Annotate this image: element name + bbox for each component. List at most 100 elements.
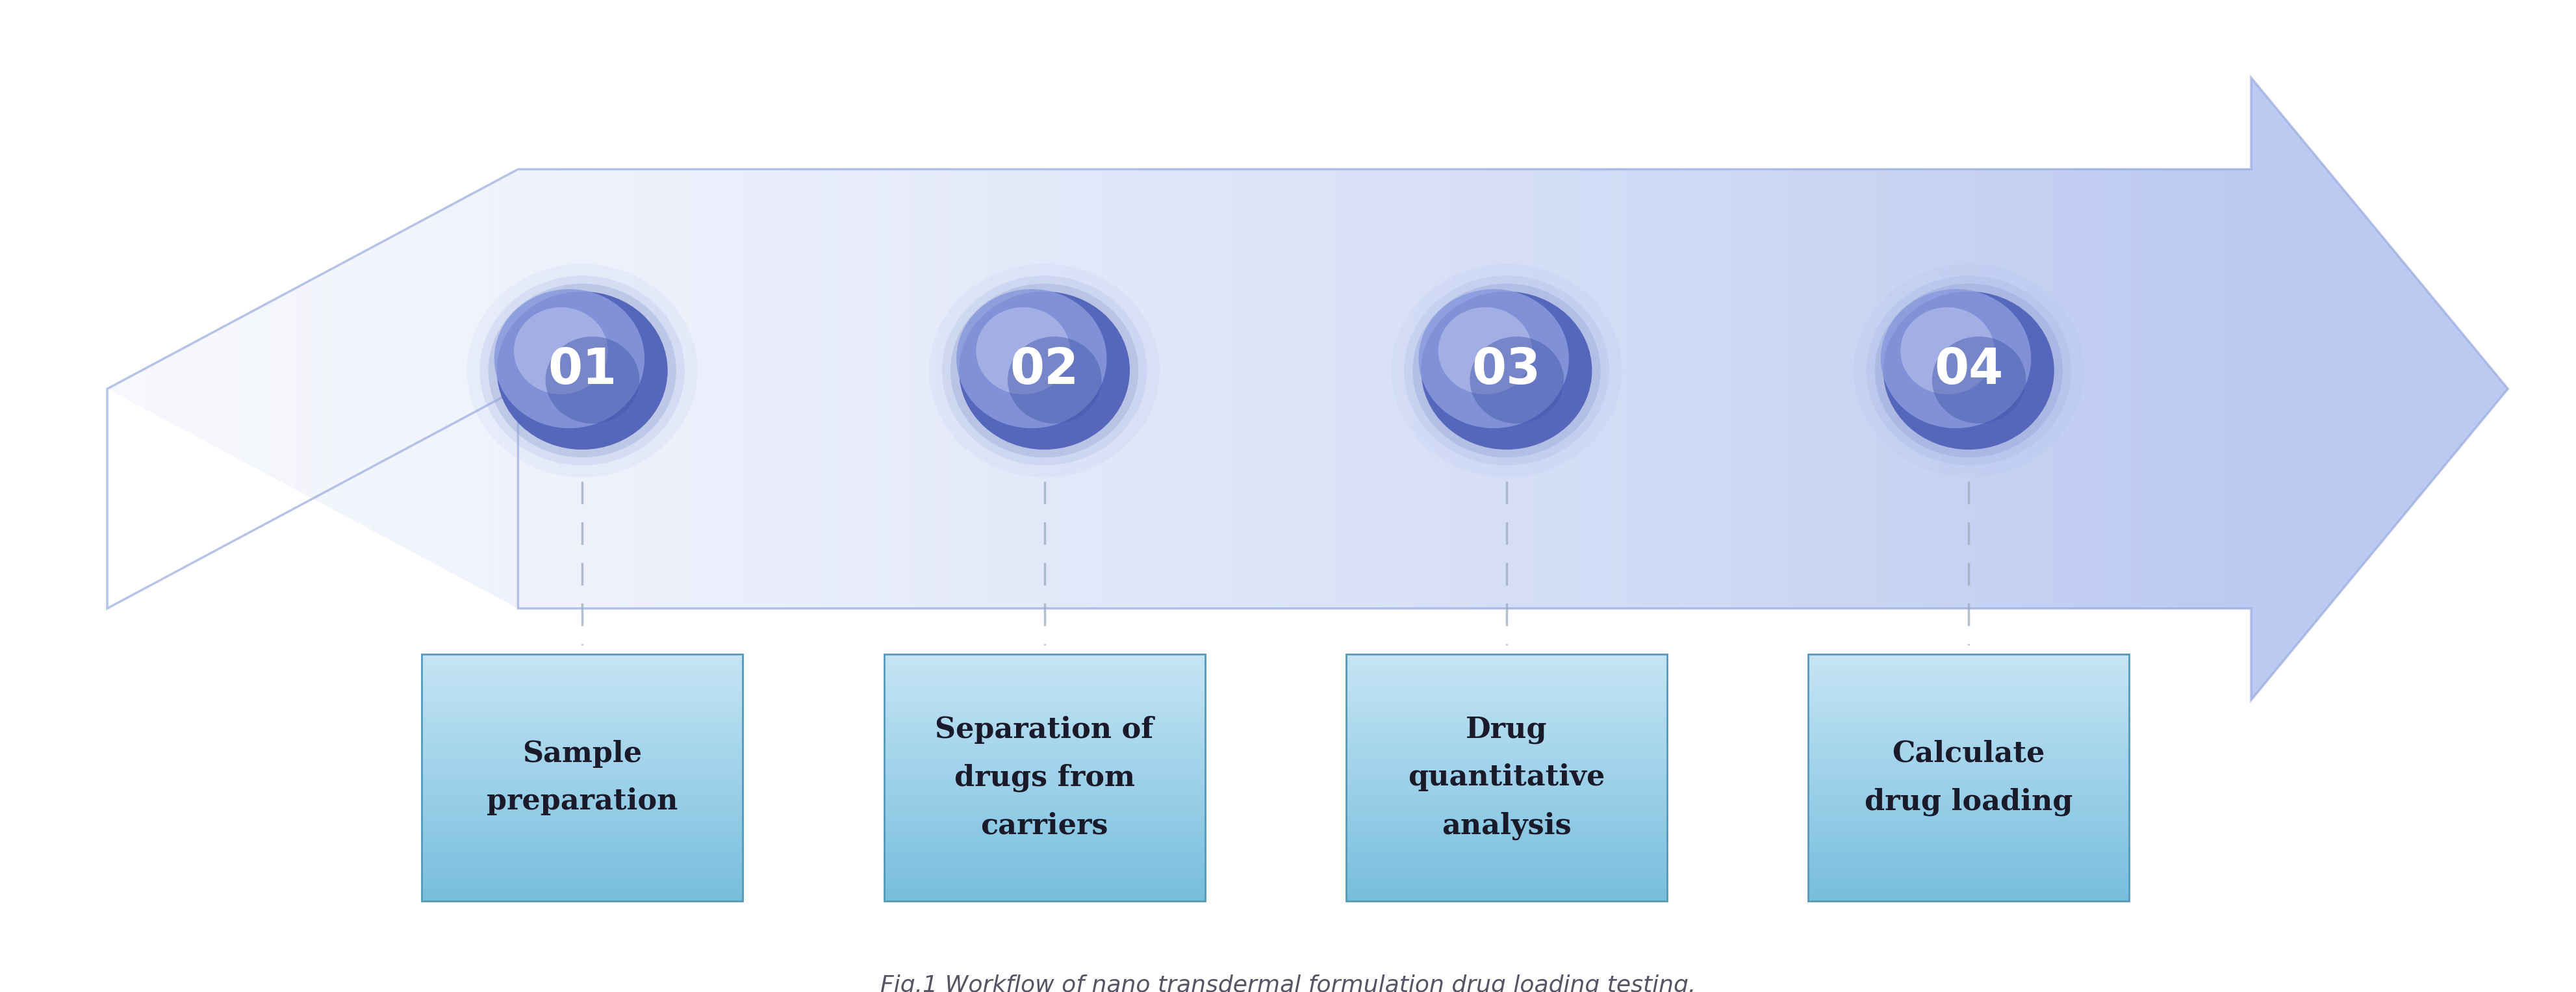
- Polygon shape: [1221, 170, 1226, 608]
- Polygon shape: [541, 170, 546, 608]
- Polygon shape: [1795, 170, 1801, 608]
- Polygon shape: [2192, 170, 2197, 608]
- Polygon shape: [2133, 170, 2138, 608]
- Bar: [422, 884, 742, 889]
- Bar: [422, 671, 742, 675]
- Bar: [422, 876, 742, 881]
- Polygon shape: [1180, 170, 1185, 608]
- Polygon shape: [2202, 170, 2208, 608]
- Bar: [422, 831, 742, 835]
- Bar: [1808, 790, 2128, 795]
- Polygon shape: [696, 170, 703, 608]
- Polygon shape: [1244, 170, 1249, 608]
- Polygon shape: [1151, 170, 1157, 608]
- Bar: [884, 802, 1206, 806]
- Polygon shape: [482, 186, 487, 592]
- Polygon shape: [1577, 170, 1582, 608]
- Bar: [1808, 778, 2128, 782]
- Bar: [884, 765, 1206, 770]
- Polygon shape: [1077, 170, 1082, 608]
- Bar: [1808, 703, 2128, 707]
- Bar: [1345, 860, 1667, 864]
- Polygon shape: [2138, 170, 2143, 608]
- Bar: [422, 835, 742, 839]
- Polygon shape: [1543, 170, 1548, 608]
- Polygon shape: [1692, 170, 1698, 608]
- Polygon shape: [124, 377, 129, 401]
- Bar: [422, 699, 742, 703]
- Polygon shape: [739, 170, 744, 608]
- Polygon shape: [1710, 170, 1716, 608]
- Polygon shape: [1435, 170, 1443, 608]
- Ellipse shape: [1419, 289, 1569, 429]
- Polygon shape: [760, 170, 765, 608]
- Bar: [884, 790, 1206, 795]
- Ellipse shape: [930, 264, 1159, 477]
- Polygon shape: [1641, 170, 1646, 608]
- Bar: [1808, 753, 2128, 757]
- Bar: [1345, 707, 1667, 712]
- Polygon shape: [108, 386, 113, 392]
- Bar: [1345, 699, 1667, 703]
- Bar: [884, 810, 1206, 814]
- Polygon shape: [556, 170, 562, 608]
- Ellipse shape: [487, 284, 675, 457]
- Polygon shape: [165, 354, 173, 424]
- Polygon shape: [407, 225, 412, 553]
- Text: 02: 02: [1010, 346, 1079, 395]
- Polygon shape: [626, 170, 631, 608]
- Polygon shape: [868, 170, 873, 608]
- Polygon shape: [2048, 170, 2053, 608]
- Polygon shape: [1919, 170, 1924, 608]
- Bar: [884, 893, 1206, 897]
- Polygon shape: [1329, 170, 1334, 608]
- Bar: [1345, 897, 1667, 902]
- Bar: [1808, 761, 2128, 766]
- Polygon shape: [118, 380, 124, 398]
- Bar: [422, 794, 742, 799]
- Polygon shape: [992, 170, 997, 608]
- Polygon shape: [2014, 170, 2020, 608]
- Bar: [1345, 732, 1667, 736]
- Polygon shape: [1023, 170, 1028, 608]
- Bar: [1345, 675, 1667, 679]
- Polygon shape: [173, 351, 178, 427]
- Ellipse shape: [951, 284, 1139, 457]
- Bar: [1808, 724, 2128, 728]
- Polygon shape: [943, 170, 948, 608]
- Polygon shape: [2241, 170, 2246, 608]
- Bar: [1808, 765, 2128, 770]
- Bar: [884, 786, 1206, 790]
- Bar: [1808, 826, 2128, 831]
- Polygon shape: [744, 170, 750, 608]
- Polygon shape: [912, 170, 917, 608]
- Bar: [1808, 855, 2128, 860]
- Polygon shape: [1960, 170, 1965, 608]
- Polygon shape: [878, 170, 884, 608]
- Bar: [422, 802, 742, 806]
- Bar: [884, 666, 1206, 671]
- Polygon shape: [654, 170, 659, 608]
- Polygon shape: [2035, 170, 2043, 608]
- Bar: [1345, 682, 1667, 687]
- Bar: [1808, 740, 2128, 745]
- Bar: [884, 847, 1206, 852]
- Polygon shape: [214, 328, 219, 449]
- Polygon shape: [1901, 170, 1909, 608]
- Polygon shape: [160, 357, 165, 421]
- Polygon shape: [307, 280, 312, 498]
- Polygon shape: [1334, 170, 1340, 608]
- Bar: [1345, 889, 1667, 893]
- Polygon shape: [1950, 170, 1955, 608]
- Polygon shape: [2089, 170, 2094, 608]
- Bar: [422, 658, 742, 663]
- Polygon shape: [1811, 170, 1816, 608]
- Polygon shape: [1656, 170, 1662, 608]
- Bar: [884, 757, 1206, 761]
- Polygon shape: [1448, 170, 1453, 608]
- Bar: [884, 872, 1206, 877]
- Polygon shape: [1790, 170, 1795, 608]
- Bar: [884, 794, 1206, 799]
- Polygon shape: [1216, 170, 1221, 608]
- Polygon shape: [224, 323, 229, 454]
